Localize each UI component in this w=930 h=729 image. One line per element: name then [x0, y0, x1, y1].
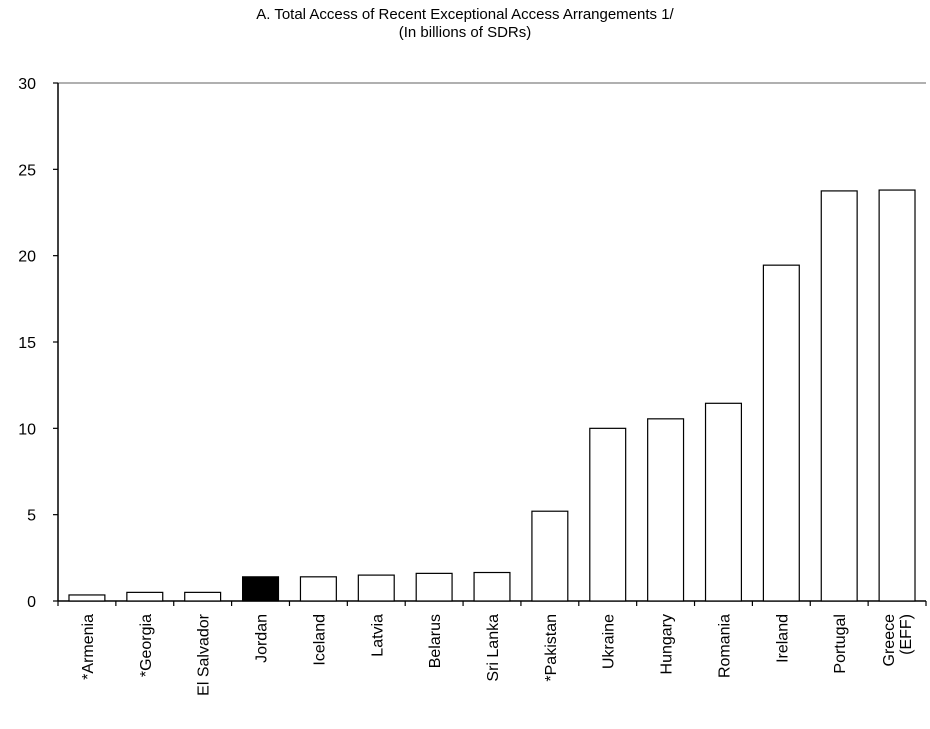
category-label: Ukraine [601, 614, 618, 669]
category-label: Portugal [832, 614, 849, 674]
chart-subtitle: (In billions of SDRs) [398, 24, 532, 41]
y-tick-label: 30 [18, 76, 36, 93]
bar-hungary [647, 418, 685, 602]
bar-romania [704, 402, 743, 602]
category-label: El Salvador [196, 613, 213, 695]
category-label: Greece(EFF) [881, 614, 915, 667]
bar-belarus [415, 572, 453, 602]
category-label: Ireland [774, 614, 791, 663]
bar-ukraine [589, 427, 627, 602]
y-tick-label: 10 [18, 421, 36, 438]
y-tick-label: 20 [18, 249, 36, 266]
bar-armenia [68, 594, 106, 602]
y-tick-label: 15 [18, 335, 36, 352]
category-label: Romania [716, 614, 733, 678]
bar-sri-lanka [473, 571, 511, 602]
category-label: Jordan [254, 614, 271, 663]
category-label: Iceland [311, 614, 328, 666]
category-label: Belarus [427, 614, 444, 668]
bar-georgia [126, 591, 164, 602]
category-label: Sri Lanka [485, 614, 502, 682]
category-label: *Pakistan [543, 614, 560, 682]
y-tick-label: 5 [27, 508, 36, 525]
category-label: *Georgia [138, 614, 155, 677]
bar-portugal [820, 190, 858, 602]
bar-greece-eff [878, 189, 916, 602]
bar-iceland [299, 576, 337, 602]
bar-ireland [762, 264, 800, 602]
bar-pakistan [531, 510, 569, 602]
category-label: Hungary [659, 614, 676, 674]
y-tick-label: 0 [27, 594, 36, 611]
category-label: Latvia [369, 614, 386, 657]
category-label: *Armenia [80, 614, 97, 680]
bars [68, 189, 916, 602]
bar-jordan [241, 576, 280, 602]
bar-el-salvador [184, 591, 222, 602]
labels: 0 5 10 15 20 25 30 *Armenia *Georgia El Salvador J… [18, 76, 915, 696]
chart-title: A. Total Access of Recent Exceptional Ac… [256, 6, 674, 23]
y-tick-label: 25 [18, 162, 36, 179]
bar-latvia [357, 574, 395, 602]
